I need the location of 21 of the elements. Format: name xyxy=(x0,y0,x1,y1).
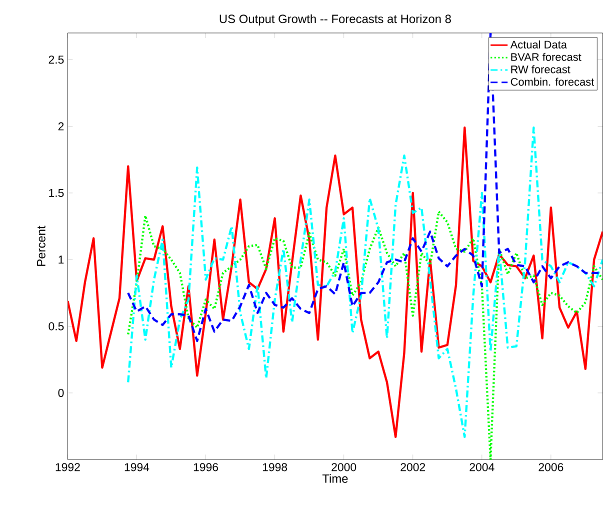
x-axis-title: Time xyxy=(322,474,348,483)
x-tick-label: 2004 xyxy=(470,463,494,472)
x-tick-label: 2000 xyxy=(332,463,356,472)
y-axis-title: Percent xyxy=(37,226,46,266)
legend-label: Combin. forecast xyxy=(510,78,594,86)
y-tick-label: 0 xyxy=(58,388,64,397)
legend-label: Actual Data xyxy=(510,40,567,48)
y-tick-label: 1.5 xyxy=(49,188,64,197)
x-tick-label: 1998 xyxy=(262,463,288,472)
x-tick-label: 1996 xyxy=(194,463,218,472)
y-tick-label: 2 xyxy=(58,122,64,130)
legend-label: BVAR forecast xyxy=(511,52,582,61)
x-tick-label: 2002 xyxy=(400,463,426,472)
y-tick-label: 0.5 xyxy=(48,322,64,330)
x-tick-label: 1992 xyxy=(56,463,80,472)
chart-title: US Output Growth -- Forecasts at Horizon 8 xyxy=(220,14,451,26)
x-tick-label: 2006 xyxy=(538,463,564,472)
y-tick-label: 2.5 xyxy=(48,56,64,64)
x-tick-label: 1994 xyxy=(124,463,150,472)
legend-label: RW forecast xyxy=(511,65,570,74)
y-tick-label: 1 xyxy=(58,256,64,264)
